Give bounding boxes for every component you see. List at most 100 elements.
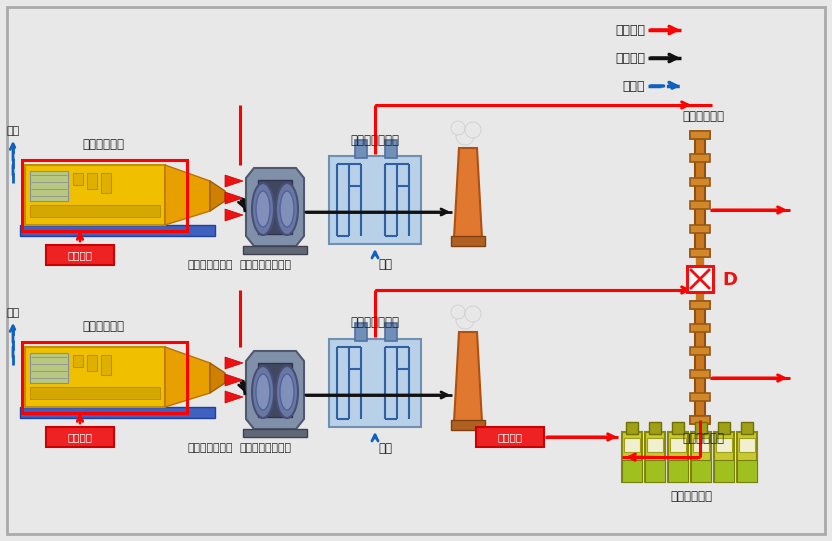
Bar bbox=[690, 301, 710, 309]
Polygon shape bbox=[210, 181, 225, 211]
Polygon shape bbox=[258, 180, 292, 234]
Bar bbox=[690, 416, 710, 424]
Text: 貫流ボイラー: 貫流ボイラー bbox=[670, 491, 712, 504]
Polygon shape bbox=[165, 347, 210, 407]
Polygon shape bbox=[454, 332, 482, 422]
Circle shape bbox=[456, 311, 474, 329]
Bar bbox=[243, 429, 307, 437]
Polygon shape bbox=[246, 168, 304, 246]
Ellipse shape bbox=[280, 191, 294, 227]
Text: ダクトバーナー: ダクトバーナー bbox=[187, 260, 233, 270]
Bar bbox=[687, 266, 713, 292]
Bar bbox=[20, 407, 215, 418]
Text: ガスタービン: ガスタービン bbox=[82, 138, 124, 151]
Polygon shape bbox=[225, 374, 243, 386]
Text: 排熱回収ボイラー: 排熱回収ボイラー bbox=[239, 443, 291, 453]
Bar bbox=[22, 160, 187, 231]
Text: D: D bbox=[722, 271, 737, 289]
Bar bbox=[451, 236, 485, 246]
Bar bbox=[695, 135, 705, 253]
Bar bbox=[690, 324, 710, 332]
Bar bbox=[329, 339, 421, 427]
Bar bbox=[668, 432, 688, 482]
Ellipse shape bbox=[252, 366, 274, 418]
Text: エコノマイザー: エコノマイザー bbox=[350, 134, 399, 147]
Text: ダクトバーナー: ダクトバーナー bbox=[187, 443, 233, 453]
Bar bbox=[645, 460, 665, 482]
Bar bbox=[25, 347, 165, 407]
Bar bbox=[695, 422, 707, 434]
Bar bbox=[716, 438, 732, 452]
Bar bbox=[668, 460, 688, 482]
Text: 天然ガス: 天然ガス bbox=[67, 250, 92, 260]
Polygon shape bbox=[225, 209, 243, 221]
Bar bbox=[690, 393, 710, 401]
Bar bbox=[476, 427, 544, 447]
Bar bbox=[73, 173, 83, 185]
Text: ガスタービン: ガスタービン bbox=[82, 320, 124, 333]
Bar bbox=[690, 178, 710, 186]
Bar bbox=[624, 438, 640, 452]
Text: 電力: 電力 bbox=[7, 126, 20, 136]
Bar bbox=[30, 353, 68, 383]
Text: 電　力: 電 力 bbox=[622, 80, 645, 93]
Text: 排熱回収ボイラー: 排熱回収ボイラー bbox=[239, 260, 291, 270]
Polygon shape bbox=[210, 363, 225, 393]
Bar bbox=[622, 432, 642, 482]
Bar bbox=[741, 422, 753, 434]
Bar bbox=[355, 140, 367, 158]
Bar bbox=[695, 305, 705, 420]
Circle shape bbox=[451, 305, 465, 319]
Ellipse shape bbox=[256, 191, 270, 227]
Bar bbox=[73, 355, 83, 367]
Polygon shape bbox=[258, 363, 292, 417]
Circle shape bbox=[456, 127, 474, 145]
Bar bbox=[690, 370, 710, 378]
Circle shape bbox=[465, 122, 481, 138]
Bar bbox=[690, 131, 710, 139]
Bar bbox=[739, 438, 755, 452]
Text: 給水: 給水 bbox=[378, 441, 392, 454]
Text: 電力: 電力 bbox=[7, 308, 20, 318]
Text: 高圧ヘッダー: 高圧ヘッダー bbox=[682, 110, 724, 123]
Bar bbox=[670, 438, 686, 452]
Polygon shape bbox=[165, 165, 210, 225]
Bar bbox=[30, 387, 160, 399]
Bar bbox=[101, 173, 111, 193]
Text: 天然ガス: 天然ガス bbox=[498, 432, 522, 442]
Polygon shape bbox=[225, 175, 243, 187]
Bar bbox=[714, 460, 734, 482]
Bar bbox=[645, 432, 665, 482]
Circle shape bbox=[465, 306, 481, 322]
Bar bbox=[690, 131, 710, 139]
Text: エコノマイザー: エコノマイザー bbox=[350, 316, 399, 329]
Bar bbox=[30, 171, 68, 201]
Bar bbox=[622, 460, 642, 482]
Bar bbox=[451, 420, 485, 430]
Bar bbox=[329, 156, 421, 244]
Bar bbox=[20, 225, 215, 236]
Polygon shape bbox=[246, 351, 304, 429]
Bar bbox=[737, 432, 757, 482]
Text: 低圧ヘッダー: 低圧ヘッダー bbox=[682, 432, 724, 445]
Bar bbox=[690, 301, 710, 309]
Bar bbox=[25, 165, 165, 225]
Text: 天然ガス: 天然ガス bbox=[67, 432, 92, 442]
Bar bbox=[690, 347, 710, 355]
Bar bbox=[737, 460, 757, 482]
Ellipse shape bbox=[256, 374, 270, 410]
Bar bbox=[46, 245, 114, 265]
Bar bbox=[22, 342, 187, 413]
Bar bbox=[385, 140, 397, 158]
Circle shape bbox=[451, 121, 465, 135]
Bar bbox=[355, 323, 367, 341]
Bar bbox=[101, 355, 111, 375]
Bar bbox=[714, 432, 734, 482]
Bar bbox=[46, 427, 114, 447]
Polygon shape bbox=[454, 148, 482, 238]
Bar bbox=[691, 432, 711, 482]
Bar bbox=[672, 422, 684, 434]
Polygon shape bbox=[225, 357, 243, 369]
Bar bbox=[718, 422, 730, 434]
Bar bbox=[691, 460, 711, 482]
